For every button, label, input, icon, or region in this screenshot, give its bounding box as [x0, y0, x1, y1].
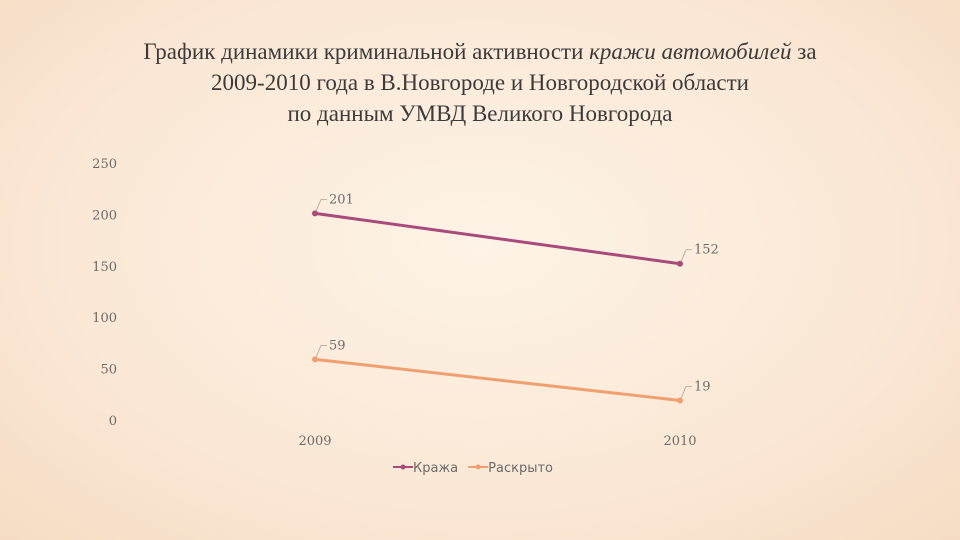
title-line-1-start: График динамики криминальной активности: [143, 39, 590, 64]
x-tick-label-2010: 2010: [663, 434, 696, 449]
title-line-1-end: за: [791, 39, 817, 64]
data-label-leader-2-2010: [680, 386, 692, 399]
legend-marker-1: [400, 464, 406, 470]
legend-item-1: Кража: [393, 461, 458, 476]
legend: Кража Раскрыто: [393, 461, 553, 476]
title-line-3: по данным УМВД Великого Новгорода: [287, 101, 673, 126]
series-line-1: [313, 211, 682, 266]
legend-label-1: Кража: [413, 461, 458, 476]
x-tick-label-2009: 2009: [298, 434, 331, 449]
data-label-leader-1-2009: [315, 198, 327, 212]
y-tick-label-150: 150: [92, 260, 117, 275]
series-layer: 201 152 59 19: [312, 192, 719, 404]
y-tick-label-250: 250: [92, 157, 117, 172]
series-1: 201 152: [312, 192, 719, 267]
y-tick-label-200: 200: [92, 208, 117, 223]
title-line-1-emphasis: кражи автомобилей: [589, 39, 792, 64]
series-line-2: [313, 357, 682, 402]
data-label-leader-2-2009: [315, 344, 327, 358]
data-point-1-2009: [312, 210, 318, 217]
y-axis: 0 50 100 150 200 250: [92, 157, 117, 429]
data-point-2-2009: [312, 356, 318, 363]
legend-marker-2: [475, 464, 481, 470]
chart-title: График динамики криминальной активности …: [40, 36, 920, 129]
data-label-2-2010: 19: [694, 379, 711, 394]
title-line-1: График динамики криминальной активности …: [40, 36, 920, 67]
data-point-2-2010: [677, 397, 683, 404]
data-label-1-2009: 201: [329, 192, 354, 207]
data-label-1-2010: 152: [694, 243, 719, 258]
data-label-leader-1-2010: [680, 249, 692, 262]
y-tick-label-0: 0: [109, 414, 117, 429]
data-point-1-2010: [677, 260, 683, 267]
legend-label-2: Раскрыто: [488, 461, 553, 476]
y-tick-label-100: 100: [92, 311, 117, 326]
series-2: 59 19: [312, 338, 711, 404]
y-tick-label-50: 50: [100, 363, 117, 378]
legend-item-2: Раскрыто: [468, 461, 553, 476]
title-line-2: 2009-2010 года в В.Новгороде и Новгородс…: [211, 70, 749, 95]
data-label-2-2009: 59: [329, 338, 346, 353]
x-axis: 2009 2010: [298, 434, 696, 449]
